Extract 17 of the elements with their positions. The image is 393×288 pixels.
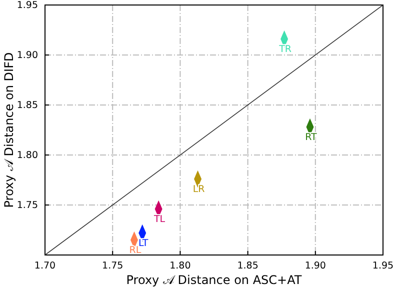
- x-tick-label: 1.75: [102, 260, 124, 272]
- x-tick-label: 1.95: [372, 260, 393, 272]
- x-tick-label: 1.70: [34, 260, 56, 272]
- x-tick-label: 1.90: [304, 260, 326, 272]
- series-label: RT: [305, 132, 318, 143]
- x-tick-label: 1.80: [170, 260, 191, 272]
- y-tick-label: 1.75: [16, 200, 38, 212]
- y-axis-title: Proxy 𝒜 Distance on DIFD: [2, 52, 16, 208]
- series-label: LR: [192, 184, 206, 195]
- y-tick-label: 1.95: [16, 0, 38, 12]
- series-label: TL: [153, 214, 166, 225]
- x-axis-title: Proxy 𝒜 Distance on ASC+AT: [126, 273, 302, 287]
- y-tick-label: 1.85: [16, 100, 38, 112]
- x-tick-label: 1.85: [237, 260, 258, 272]
- y-tick-label: 1.90: [16, 50, 38, 62]
- y-tick-label: 1.80: [16, 150, 38, 162]
- series-label: TR: [278, 44, 292, 55]
